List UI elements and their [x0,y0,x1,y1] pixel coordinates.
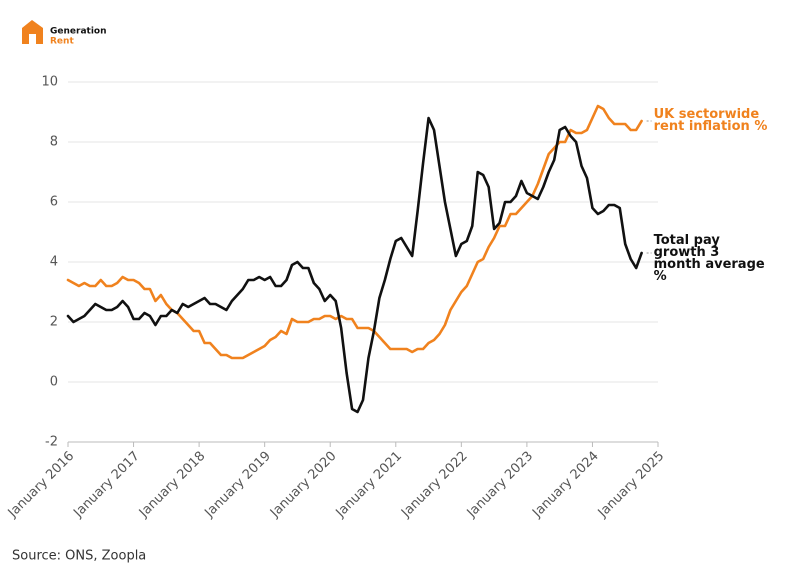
y-tick-label: 2 [50,315,58,330]
source: Source: ONS, Zoopla [12,549,146,564]
logo-text: Generation [50,27,107,37]
series-label: UK sectorwide rent inflation % [653,107,768,134]
x-tick-label: January 2020 [267,449,339,521]
x-tick-label: January 2025 [595,449,667,521]
x-tick-label: January 2016 [5,449,77,521]
y-tick-label: 4 [50,255,58,270]
y-tick-label: -2 [45,435,58,450]
x-tick-label: January 2018 [136,449,208,521]
series-line [66,104,643,360]
x-tick-label: January 2024 [529,449,601,521]
y-tick-label: 6 [50,195,58,210]
x-tick-label: January 2023 [464,449,536,521]
series-line [66,116,643,414]
y-tick-label: 10 [41,75,58,90]
x-tick-label: January 2022 [398,449,470,521]
x-tick-label: January 2021 [333,449,405,521]
y-tick-label: 8 [50,135,58,150]
logo-text: Rent [50,37,74,47]
x-tick-label: January 2019 [201,449,273,521]
logo-icon [22,20,43,44]
series-label: Total pay growth 3 month average % [653,233,765,284]
x-tick-label: January 2017 [70,449,142,521]
y-tick-label: 0 [50,375,58,390]
